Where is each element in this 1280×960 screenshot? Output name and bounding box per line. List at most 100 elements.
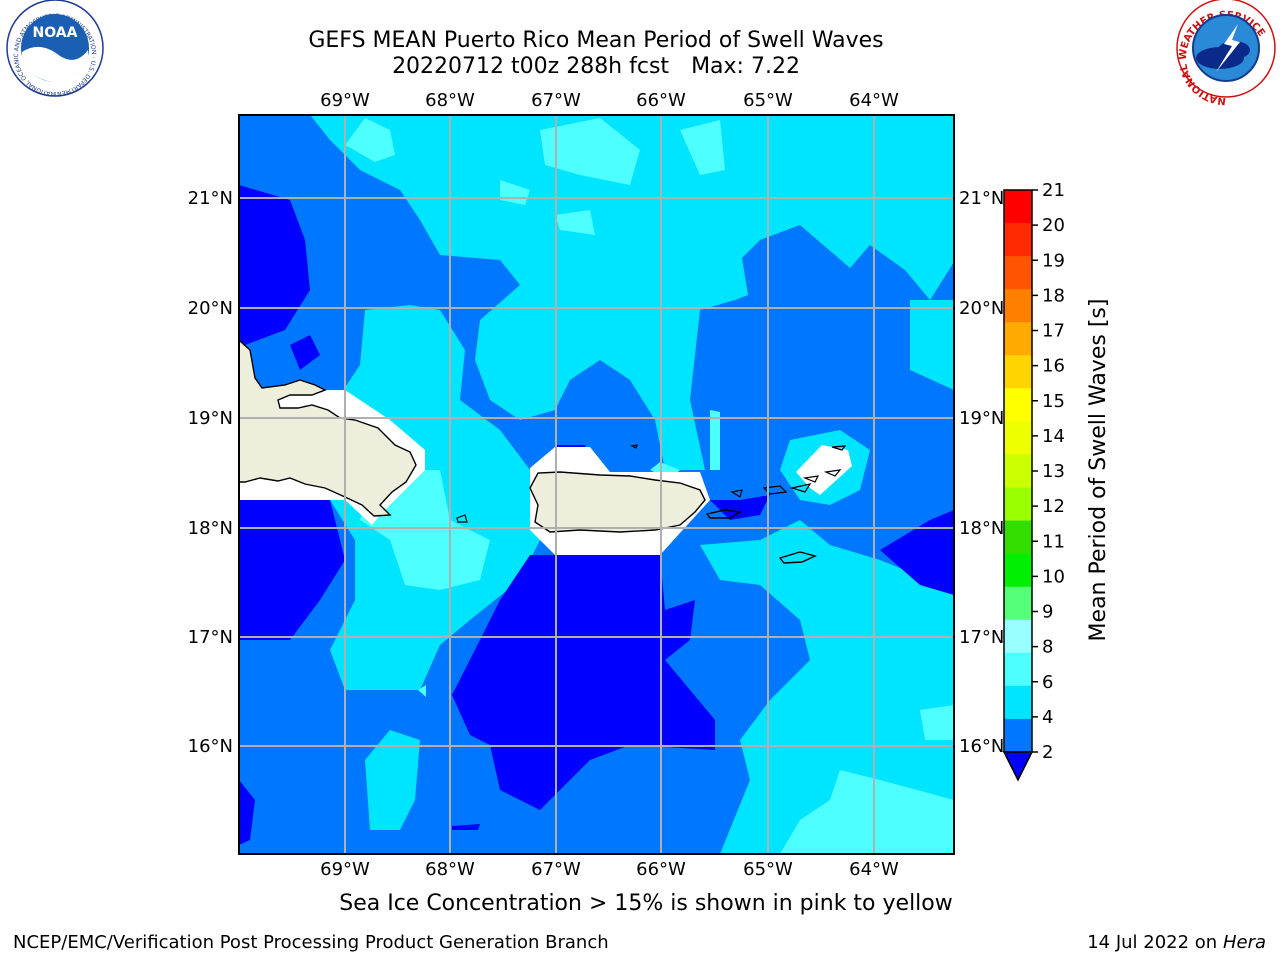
colorbar-tick-label: 8 xyxy=(1042,637,1053,658)
band-8-10 xyxy=(780,770,954,854)
colorbar-segment xyxy=(1004,223,1032,257)
colorbar-tick-label: 21 xyxy=(1042,180,1065,201)
nws-logo: NATIONAL WEATHER SERVICE xyxy=(1176,0,1276,106)
svg-text:68°W: 68°W xyxy=(425,90,475,111)
band-2-4 xyxy=(290,335,320,370)
colorbar-segment xyxy=(1004,355,1032,389)
chart-title: GEFS MEAN Puerto Rico Mean Period of Swe… xyxy=(308,28,884,53)
colorbar-segment xyxy=(1004,421,1032,455)
caption: Sea Ice Concentration > 15% is shown in … xyxy=(339,891,953,916)
colorbar-tick-label: 14 xyxy=(1042,426,1065,447)
colorbar-tick-label: 9 xyxy=(1042,602,1053,623)
band-8-10 xyxy=(710,410,720,470)
colorbar-tick-label: 19 xyxy=(1042,250,1065,271)
lat-labels-right: 21°N 20°N 19°N 18°N 17°N 16°N xyxy=(959,188,1004,757)
svg-text:19°N: 19°N xyxy=(959,408,1004,429)
svg-text:17°N: 17°N xyxy=(188,627,233,648)
svg-text:66°W: 66°W xyxy=(636,90,686,111)
colorbar-tick-label: 18 xyxy=(1042,285,1065,306)
svg-text:65°W: 65°W xyxy=(743,90,793,111)
band-6-8 xyxy=(700,520,954,854)
graticule xyxy=(239,115,954,854)
land-tortola xyxy=(630,444,638,449)
svg-text:65°W: 65°W xyxy=(743,859,793,880)
land-vieques xyxy=(705,509,743,519)
map-plot xyxy=(238,114,955,855)
colorbar-tick-label: 12 xyxy=(1042,496,1065,517)
colorbar-tick-label: 4 xyxy=(1042,707,1053,728)
svg-text:16°N: 16°N xyxy=(188,736,233,757)
land-culebra xyxy=(730,489,743,498)
colorbar-segment xyxy=(1004,190,1032,224)
svg-text:64°W: 64°W xyxy=(849,90,899,111)
svg-text:67°W: 67°W xyxy=(531,859,581,880)
colorbar-segment xyxy=(1004,619,1032,654)
band-6-8 xyxy=(310,115,954,470)
footer-branch: NCEP/EMC/Verification Post Processing Pr… xyxy=(13,932,609,953)
svg-text:16°N: 16°N xyxy=(959,736,1004,757)
band-2-4 xyxy=(239,780,255,845)
svg-text:21°N: 21°N xyxy=(959,188,1004,209)
svg-text:68°W: 68°W xyxy=(425,859,475,880)
svg-text:66°W: 66°W xyxy=(636,859,686,880)
colorbar-segment xyxy=(1004,652,1032,687)
colorbar-tick-label: 20 xyxy=(1042,215,1065,236)
land-virgin-islands xyxy=(762,445,847,495)
band-6-8 xyxy=(365,730,420,830)
band-8-10 xyxy=(418,685,426,697)
colorbar-tick-label: 2 xyxy=(1042,742,1053,763)
colorbar-title: Mean Period of Swell Waves [s] xyxy=(1086,299,1111,642)
svg-text:64°W: 64°W xyxy=(849,859,899,880)
colorbar-extend xyxy=(1002,751,1034,782)
svg-text:21°N: 21°N xyxy=(188,188,233,209)
colorbar-segment xyxy=(1004,553,1032,588)
svg-text:69°W: 69°W xyxy=(320,90,370,111)
svg-text:20°N: 20°N xyxy=(959,298,1004,319)
footer-date: 14 Jul 2022 on Hera xyxy=(1087,932,1266,953)
lat-labels-left: 21°N 20°N 19°N 18°N 17°N 16°N xyxy=(188,188,233,757)
svg-text:18°N: 18°N xyxy=(959,518,1004,539)
band-6-8 xyxy=(910,300,954,390)
map-frame xyxy=(238,114,955,855)
svg-text:19°N: 19°N xyxy=(188,408,233,429)
band-2-4 xyxy=(239,500,345,640)
band-8-10 xyxy=(540,118,640,185)
run-info: 20220712 t00z 288h fcst xyxy=(392,54,670,79)
land-mona xyxy=(456,514,468,523)
noaa-logo: NATIONAL OCEANIC AND ATMOSPHERIC ADMINIS… xyxy=(0,0,104,97)
colorbar-tick-label: 6 xyxy=(1042,672,1053,693)
svg-text:20°N: 20°N xyxy=(188,298,233,319)
colorbar-segment xyxy=(1004,718,1032,753)
colorbar: 21 20 19 18 17 16 15 14 13 12 11 10 9 8 6 4 2 xyxy=(1002,180,1065,782)
colorbar-segment xyxy=(1004,289,1032,323)
lon-labels-bottom: 69°W 68°W 67°W 66°W 65°W 64°W xyxy=(320,859,899,880)
svg-text:18°N: 18°N xyxy=(188,518,233,539)
colorbar-tick-label: 10 xyxy=(1042,566,1065,587)
svg-text:67°W: 67°W xyxy=(531,90,581,111)
colorbar-segment xyxy=(1004,322,1032,356)
max-value: Max: 7.22 xyxy=(691,54,800,79)
colorbar-segment xyxy=(1004,256,1032,290)
colorbar-tick-label: 17 xyxy=(1042,321,1065,342)
colorbar-segment xyxy=(1004,685,1032,720)
colorbar-segment xyxy=(1004,388,1032,422)
colorbar-segment xyxy=(1004,586,1032,621)
band-8-10 xyxy=(345,118,395,162)
band-2-4 xyxy=(452,824,480,830)
land-st-croix xyxy=(778,551,818,564)
colorbar-tick-label: 16 xyxy=(1042,356,1065,377)
footer-date-text: 14 Jul 2022 on xyxy=(1087,932,1223,953)
colorbar-tick-label: 13 xyxy=(1042,461,1065,482)
colorbar-tick-label: 15 xyxy=(1042,391,1065,412)
footer-machine: Hera xyxy=(1222,932,1266,953)
band-8-10 xyxy=(680,120,725,175)
chart-subtitle: 20220712 t00z 288h fcst Max: 7.22 xyxy=(196,54,996,80)
band-8-10 xyxy=(920,705,954,740)
band-8-10 xyxy=(555,210,595,235)
svg-text:NOAA: NOAA xyxy=(33,25,78,41)
band-2-4 xyxy=(710,495,770,520)
colorbar-segment xyxy=(1004,454,1032,489)
colorbar-tick-label: 11 xyxy=(1042,531,1065,552)
masked-area xyxy=(796,445,852,495)
svg-text:17°N: 17°N xyxy=(959,627,1004,648)
